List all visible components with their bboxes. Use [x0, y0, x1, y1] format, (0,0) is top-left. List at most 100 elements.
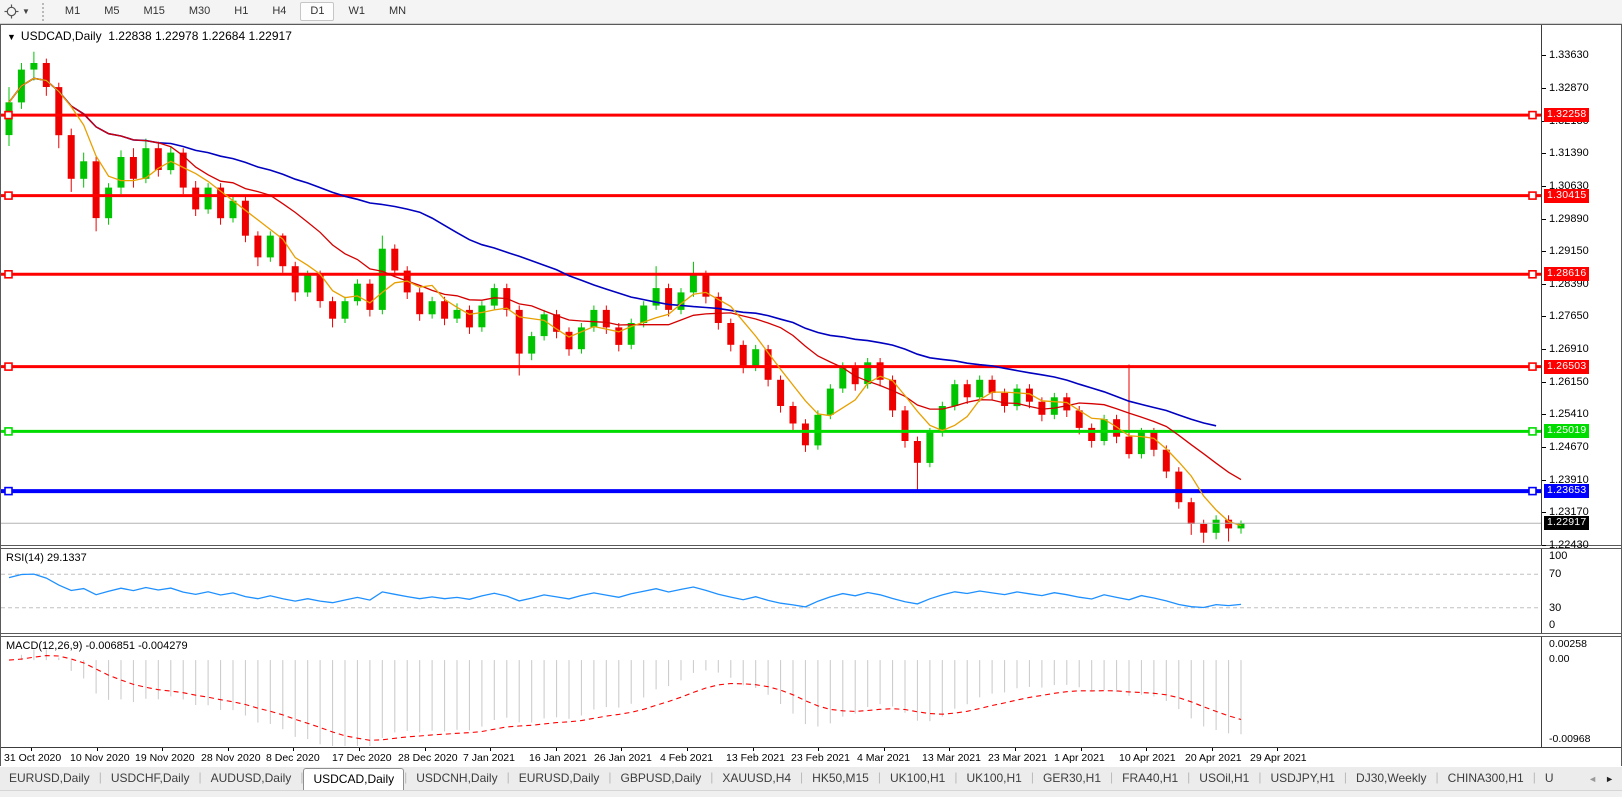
price-plot-area[interactable]: ▼ USDCAD,Daily 1.22838 1.22978 1.22684 1.…: [1, 25, 1541, 545]
macd-axis-label: 0.00258: [1549, 638, 1587, 650]
tab-audusd-daily[interactable]: AUDUSD,Daily: [210, 771, 292, 785]
tab-eurusd-daily[interactable]: EURUSD,Daily: [518, 771, 600, 785]
price-tick: [1542, 545, 1546, 546]
tab-uk100-h1[interactable]: UK100,H1: [889, 771, 946, 785]
date-label: 7 Jan 2021: [463, 752, 515, 764]
tab-separator: |: [1030, 770, 1034, 784]
current-price-label: 1.22917: [1544, 516, 1590, 530]
tab-scroll-left-icon[interactable]: ◄: [1588, 773, 1598, 784]
tab-usdcnh-daily[interactable]: USDCNH,Daily: [416, 771, 498, 785]
tab-uk100-h1[interactable]: UK100,H1: [966, 771, 1022, 785]
tab-u[interactable]: U: [1544, 771, 1554, 785]
ohlc-close: 1.22917: [248, 29, 292, 43]
tab-eurusd-daily[interactable]: EURUSD,Daily: [9, 771, 90, 785]
price-tick-label: 1.26910: [1549, 343, 1589, 355]
price-tick: [1542, 414, 1546, 415]
price-tick-label: 1.23910: [1549, 474, 1589, 486]
bottom-strip: [0, 790, 1622, 797]
date-tick: [31, 748, 32, 751]
tab-scroll-right-icon[interactable]: ►: [1605, 773, 1614, 784]
price-tick: [1542, 186, 1546, 187]
date-axis[interactable]: 31 Oct 2020 10 Nov 2020 19 Nov 2020 28 Nov …: [1, 747, 1621, 767]
date-tick: [556, 748, 557, 751]
tab-gbpusd-daily[interactable]: GBPUSD,Daily: [620, 771, 702, 785]
tab-separator: |: [198, 770, 202, 784]
price-tick-label: 1.24670: [1549, 441, 1589, 453]
timeframe-button-m15[interactable]: M15: [143, 5, 165, 17]
date-tick: [1015, 748, 1016, 751]
macd-label: MACD(12,26,9) -0.006851 -0.004279: [6, 640, 188, 652]
date-label: 28 Nov 2020: [201, 752, 261, 764]
tab-usdcad-daily[interactable]: USDCAD,Daily: [303, 768, 405, 790]
timeframe-button-mn[interactable]: MN: [388, 5, 407, 17]
timeframe-button-w1[interactable]: W1: [348, 5, 365, 17]
tab-china300-h1[interactable]: CHINA300,H1: [1447, 771, 1524, 785]
rsi-panel: RSI(14) 29.1337 100 70 30 0: [1, 549, 1621, 633]
macd-axis[interactable]: 0.00258 0.00 -0.00968: [1541, 637, 1621, 747]
tab-hk50-m15[interactable]: HK50,M15: [812, 771, 869, 785]
chart-tab-bar: EURUSD,Daily | USDCHF,Daily | AUDUSD,Daily | U…: [0, 766, 1622, 790]
chart-symbol: USDCAD,Daily: [20, 29, 102, 43]
tab-separator: |: [404, 770, 408, 784]
timeframe-button-d1[interactable]: D1: [300, 2, 335, 21]
tab-dj30-weekly[interactable]: DJ30,Weekly: [1356, 771, 1427, 785]
date-tick: [1146, 748, 1147, 751]
rsi-canvas: [1, 573, 1541, 609]
tab-usdjpy-h1[interactable]: USDJPY,H1: [1270, 771, 1335, 785]
timeframe-button-m5[interactable]: M5: [104, 5, 120, 17]
tab-separator: |: [300, 770, 304, 784]
price-tick-label: 1.23170: [1549, 506, 1589, 518]
level-price-label: 1.23653: [1544, 484, 1590, 498]
tab-ger30-h1[interactable]: GER30,H1: [1042, 771, 1102, 785]
macd-canvas: [8, 649, 1242, 746]
chart-window: ▼ USDCAD,Daily 1.22838 1.22978 1.22684 1.…: [0, 24, 1622, 767]
horizontal-level-lines[interactable]: [1, 110, 1541, 496]
price-tick: [1542, 512, 1546, 513]
tab-separator: |: [1532, 770, 1536, 784]
panel-splitter[interactable]: [1, 633, 1621, 637]
date-label: 1 Apr 2021: [1054, 752, 1105, 764]
price-tick-label: 1.32870: [1549, 82, 1589, 94]
tab-separator: |: [1110, 770, 1114, 784]
date-label: 4 Feb 2021: [660, 752, 714, 764]
price-tick-label: 1.30630: [1549, 180, 1589, 192]
timeframe-button-m1[interactable]: M1: [64, 5, 81, 17]
date-tick: [949, 748, 950, 751]
timeframe-button-h4[interactable]: H4: [272, 5, 287, 17]
timeframe-button-m30[interactable]: M30: [188, 5, 211, 17]
macd-histogram: [20, 649, 1242, 746]
tab-usdchf-daily[interactable]: USDCHF,Daily: [110, 771, 190, 785]
price-tick: [1542, 447, 1546, 448]
date-tick: [621, 748, 622, 751]
macd-axis-label: -0.00968: [1549, 733, 1591, 745]
level-price-label: 1.25019: [1544, 424, 1590, 438]
price-tick: [1542, 316, 1546, 317]
price-tick-label: 1.28390: [1549, 278, 1589, 290]
price-tick-label: 1.31390: [1549, 147, 1589, 159]
date-tick: [490, 748, 491, 751]
price-tick: [1542, 219, 1546, 220]
cursor-tool-dropdown-icon[interactable]: ▼: [22, 7, 30, 16]
price-chart-canvas[interactable]: [1, 25, 1541, 545]
price-tick: [1542, 121, 1546, 122]
price-axis[interactable]: 1.336301.328701.321301.313901.306301.298…: [1541, 25, 1621, 551]
tab-xauusd-h4[interactable]: XAUUSD,H4: [722, 771, 792, 785]
price-tick-label: 1.26150: [1549, 376, 1589, 388]
date-label: 29 Apr 2021: [1250, 752, 1307, 764]
tab-fra40-h1[interactable]: FRA40,H1: [1122, 771, 1179, 785]
tab-usoil-h1[interactable]: USOil,H1: [1199, 771, 1250, 785]
timeframe-button-h1[interactable]: H1: [234, 5, 249, 17]
date-label: 26 Jan 2021: [594, 752, 652, 764]
rsi-plot-area[interactable]: RSI(14) 29.1337: [1, 549, 1541, 633]
price-tick: [1542, 480, 1546, 481]
rsi-axis[interactable]: 100 70 30 0: [1541, 549, 1621, 633]
chart-dropdown-icon[interactable]: ▼: [7, 32, 16, 42]
date-label: 31 Oct 2020: [4, 752, 62, 764]
date-label: 28 Dec 2020: [398, 752, 458, 764]
moving-average: [8, 77, 1217, 427]
level-price-label: 1.28616: [1544, 267, 1590, 281]
macd-plot-area[interactable]: MACD(12,26,9) -0.006851 -0.004279: [1, 637, 1541, 747]
cursor-tool-button[interactable]: ▼: [0, 1, 34, 23]
panel-splitter[interactable]: [1, 545, 1621, 549]
ohlc-high: 1.22978: [155, 29, 199, 43]
